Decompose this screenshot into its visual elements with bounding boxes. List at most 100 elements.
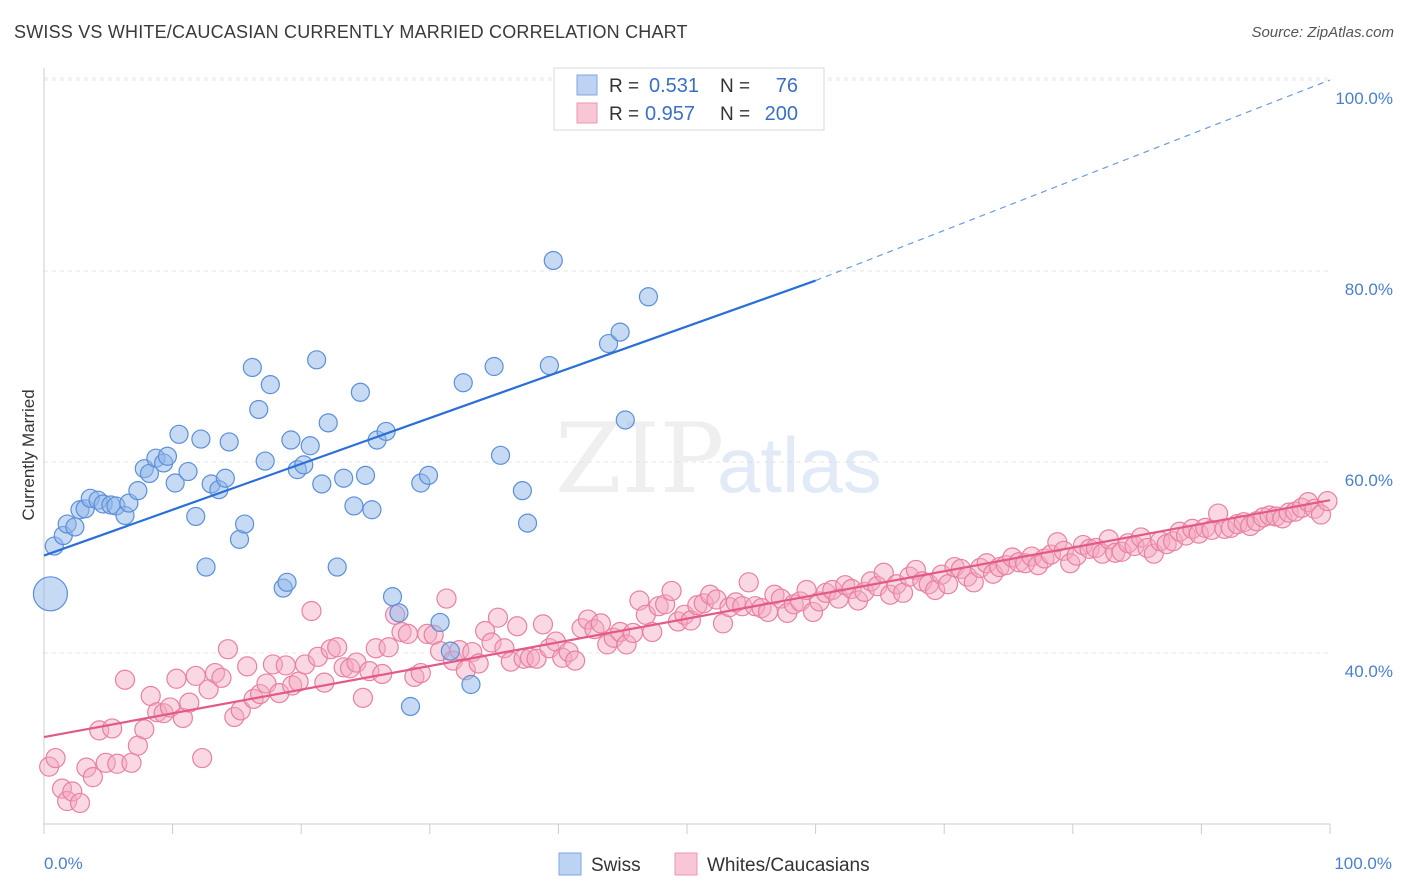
whites-point-4 xyxy=(62,781,83,802)
swiss-point-34 xyxy=(255,451,275,471)
swiss-point-43 xyxy=(312,474,332,494)
whites-point-27 xyxy=(211,667,232,688)
whites-point-12 xyxy=(114,669,136,690)
whites-point-119 xyxy=(802,601,824,623)
whites-point-97 xyxy=(661,580,682,602)
swiss-point-57 xyxy=(418,465,439,485)
swiss-point-50 xyxy=(362,500,382,520)
swiss-point-44 xyxy=(318,413,338,433)
swiss-point-49 xyxy=(355,465,376,485)
whites-point-138 xyxy=(925,579,946,601)
y-tick-label-80: 80.0% xyxy=(1345,280,1393,299)
swiss-point-23 xyxy=(186,506,206,527)
whites-point-53 xyxy=(378,637,399,658)
swiss-point-55 xyxy=(400,696,421,717)
swiss-point-42 xyxy=(307,350,327,370)
whites-point-104 xyxy=(706,589,727,610)
whites-point-13 xyxy=(121,752,142,773)
whites-point-188 xyxy=(1246,511,1267,532)
whites-point-1 xyxy=(45,747,66,769)
swiss-point-32 xyxy=(242,357,262,378)
whites-point-23 xyxy=(185,665,206,687)
whites-point-15 xyxy=(134,719,155,740)
swiss-point-33 xyxy=(249,399,269,420)
bottom-legend-label-whites: Whites/Caucasians xyxy=(707,855,870,876)
swiss-point-53 xyxy=(382,587,403,607)
whites-point-73 xyxy=(507,616,528,637)
swiss-point-59 xyxy=(440,641,460,661)
legend-n-label-whites: N = xyxy=(720,104,750,125)
whites-point-45 xyxy=(327,637,348,658)
swiss-point-37 xyxy=(277,572,297,592)
whites-point-24 xyxy=(192,747,213,769)
bottom-legend-swatch-swiss xyxy=(558,852,582,876)
swiss-point-45 xyxy=(327,557,347,577)
whites-point-90 xyxy=(616,634,637,655)
whites-point-43 xyxy=(314,672,335,693)
svg-text:ZIP: ZIP xyxy=(555,403,724,515)
swiss-point-29 xyxy=(219,432,239,452)
whites-point-47 xyxy=(339,658,361,679)
whites-point-107 xyxy=(725,592,746,613)
legend-box: R = 0.531 N = 76 R = 0.957 N = 200 xyxy=(553,67,825,131)
swiss-point-24 xyxy=(191,429,211,449)
y-tick-label-40: 40.0% xyxy=(1345,662,1393,681)
x-tick-marks xyxy=(43,824,1331,834)
legend-swatch-whites xyxy=(576,102,598,124)
whites-point-113 xyxy=(764,584,785,605)
chart-source: Source: ZipAtlas.com xyxy=(1251,24,1394,41)
swiss-point-71 xyxy=(615,410,635,430)
legend-n-label-swiss: N = xyxy=(720,76,750,97)
swiss-point-67 xyxy=(543,250,563,271)
swiss-point-66 xyxy=(539,355,559,376)
swiss-point-35 xyxy=(260,375,280,395)
whites-point-77 xyxy=(532,614,554,635)
whites-point-20 xyxy=(166,668,187,689)
whites-point-69 xyxy=(481,632,502,653)
swiss-trend-extension xyxy=(815,79,1331,282)
legend-r-label-swiss: R = xyxy=(609,76,639,97)
bottom-legend: Swiss Whites/Caucasians xyxy=(558,852,870,876)
y-tick-label-60: 60.0% xyxy=(1345,471,1393,490)
whites-point-37 xyxy=(275,655,296,676)
legend-swatch-swiss xyxy=(576,74,598,96)
whites-point-28 xyxy=(217,639,238,660)
swiss-point-31 xyxy=(235,514,255,534)
whites-point-11 xyxy=(107,753,128,774)
swiss-point-54 xyxy=(389,603,409,623)
y-axis-label: Currently Married xyxy=(19,389,38,520)
svg-text:atlas: atlas xyxy=(717,421,882,509)
swiss-point-19 xyxy=(157,446,178,466)
swiss-point-60 xyxy=(453,373,473,393)
x-tick-label-100: 100.0% xyxy=(1334,854,1392,873)
legend-r-value-whites: 0.957 xyxy=(645,103,695,125)
whites-point-82 xyxy=(565,650,586,671)
swiss-point-47 xyxy=(344,496,364,516)
swiss-point-58 xyxy=(430,612,450,633)
x-tick-label-0: 0.0% xyxy=(44,854,83,873)
whites-point-5 xyxy=(69,792,91,814)
whites-point-140 xyxy=(937,574,959,595)
swiss-point-61 xyxy=(461,674,481,695)
whites-point-57 xyxy=(404,666,425,687)
swiss-point-20 xyxy=(165,473,185,493)
trend-lines xyxy=(43,79,1331,739)
swiss-point-25 xyxy=(196,557,216,577)
swiss-point-22 xyxy=(178,461,198,482)
legend-r-label-whites: R = xyxy=(609,104,639,125)
whites-point-131 xyxy=(880,584,901,605)
swiss-point-14 xyxy=(128,481,148,501)
whites-point-59 xyxy=(417,623,438,645)
chart-title: SWISS VS WHITE/CAUCASIAN CURRENTLY MARRI… xyxy=(14,22,688,42)
swiss-point-63 xyxy=(490,445,511,465)
swiss-point-4 xyxy=(65,517,85,537)
whites-point-7 xyxy=(82,767,103,788)
whites-point-10 xyxy=(102,718,123,739)
whites-point-94 xyxy=(642,621,663,643)
whites-point-86 xyxy=(590,613,611,634)
watermark: ZIP atlas xyxy=(555,403,882,515)
whites-point-198 xyxy=(1310,504,1332,525)
whites-point-96 xyxy=(655,594,676,615)
whites-point-22 xyxy=(179,692,200,713)
